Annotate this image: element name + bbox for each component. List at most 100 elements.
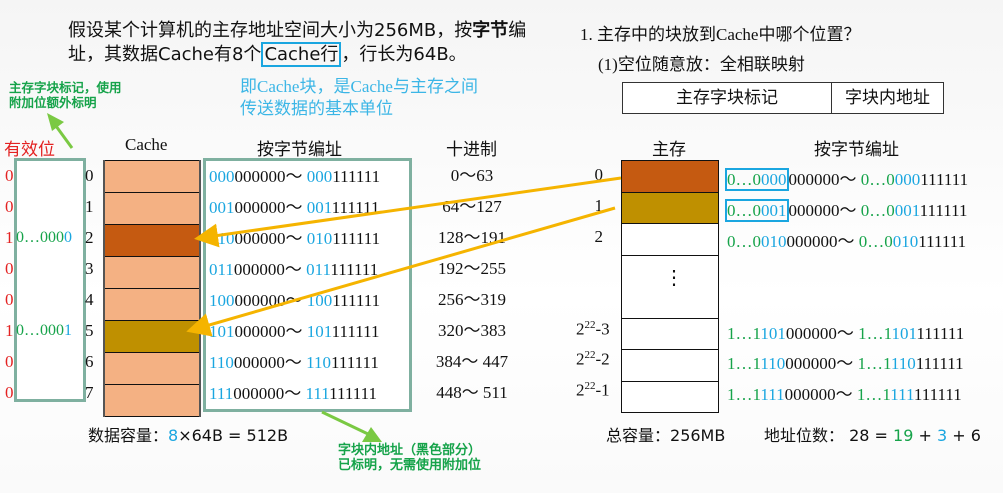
addr-offset-bits: 111111 [332, 291, 381, 310]
tag-bits: 0…0 [727, 232, 761, 251]
tag-bits: 1…1 [857, 354, 892, 373]
memory-block-index: 1 [594, 196, 604, 215]
addr-index-bits: 100 [306, 291, 333, 310]
cache-capacity: 数据容量：8×64B = 512B [88, 422, 288, 446]
cache-tag: 0…0001 [16, 315, 72, 346]
offset-bits: 000000 [788, 201, 840, 220]
index-base: 2 [576, 349, 585, 369]
tilde: ～ [285, 198, 307, 217]
tilde: ～ [285, 229, 307, 248]
offset-bits: 111111 [920, 170, 969, 189]
valid-bit: 0 [5, 166, 14, 185]
format-field-tag: 主存字块标记 [623, 83, 832, 113]
cache-row-index: 2 [85, 228, 94, 247]
tag-blue-part: 0 [64, 229, 72, 246]
index-bits: 000 [894, 170, 921, 189]
tag-bits: 0…0 [860, 201, 895, 220]
cache-address-row: 010000000～ 010111111 [206, 223, 409, 254]
addr-offset-bits: 111111 [331, 322, 380, 341]
addr-index-bits: 100 [209, 291, 235, 310]
addr-offset-bits: 111111 [331, 198, 380, 217]
index-suffix: -1 [595, 380, 610, 400]
index-bits: 111 [890, 385, 915, 404]
cache-meta-row: 0 3 [0, 253, 100, 284]
tilde: ～ [285, 322, 307, 341]
addr-offset-bits: 000000 [234, 167, 286, 186]
tilde: ～ [835, 385, 857, 404]
valid-bit: 1 [5, 228, 14, 247]
memory-address-row: 1…1101000000～ 1…1101111111 [727, 319, 964, 344]
capacity-rest: ×64B = 512B [178, 426, 289, 445]
total-value: 256MB [670, 426, 726, 445]
tag-box [14, 158, 86, 402]
valid-bit: 0 [5, 352, 14, 371]
index-bits: 001 [761, 201, 787, 220]
problem-text: 编 [508, 20, 527, 41]
addr-index-bits: 101 [306, 322, 332, 341]
problem-bold-text: 字节 [472, 20, 509, 41]
tilde: ～ [284, 384, 306, 403]
memory-title: 主存 [652, 140, 686, 159]
offset-bits: 111111 [914, 385, 962, 404]
cache-row-index: 0 [85, 166, 94, 185]
addr-offset-bits: 000000 [233, 260, 285, 279]
index-bits: 101 [891, 324, 917, 343]
memory-block [622, 318, 718, 350]
capacity-lines: 8 [168, 426, 179, 445]
cache-block-filled-0 [105, 225, 199, 257]
index-bits: 010 [892, 232, 919, 251]
cache-line-note: 即Cache块，是Cache与主存之间 传送数据的基本单位 [240, 76, 478, 120]
cache-block-filled-1 [105, 321, 199, 353]
tag-green-part: 0…000 [16, 229, 64, 246]
valid-bit: 1 [5, 321, 14, 340]
addr-index-bits: 001 [209, 198, 235, 217]
valid-tag-index-column: 0 0 0 1 1 0…0000 2 0 3 0 4 1 0…0001 5 0 … [0, 160, 100, 408]
index-exponent: 22 [584, 380, 596, 392]
addr-offset-bits: 111111 [329, 384, 377, 403]
cache-address-row: 110000000～ 110111111 [206, 347, 409, 378]
addr-offset-bits: 000000 [234, 229, 286, 248]
valid-bit: 0 [5, 383, 14, 402]
index-bits: 111 [760, 385, 785, 404]
memory-block-column: ⋮ [621, 160, 719, 413]
tag-bits: 1…1 [727, 354, 761, 373]
decimal-range: 64～127 [442, 197, 502, 216]
cache-address-row: 101000000～ 101111111 [206, 316, 409, 347]
cache-block [105, 385, 199, 417]
memory-block-2 [622, 224, 718, 256]
plus: + [913, 426, 937, 445]
cache-address-row: 001000000～ 001111111 [206, 192, 409, 223]
addr-offset-bits: 111111 [332, 167, 381, 186]
tag-note-line: 主存字块标记，使用 [9, 80, 122, 95]
addr-index-bits: 011 [306, 260, 331, 279]
cache-block [105, 257, 199, 289]
memory-address-row: 0…0001 000000～ 0…0001111111 [725, 196, 968, 222]
decimal-range: 256～319 [438, 290, 506, 309]
cache-row-index: 3 [85, 259, 94, 278]
offset-bits: 111111 [919, 201, 968, 220]
index-exponent: 22 [584, 319, 596, 331]
cache-address-row: 111000000～ 111111111 [206, 378, 409, 409]
decimal-range: 320～383 [438, 321, 506, 340]
green-arrow-down-icon [321, 410, 382, 442]
addr-offset-bits: 000000 [234, 291, 286, 310]
cache-block [105, 160, 199, 193]
bits-rest: + 6 [947, 426, 981, 445]
index-bits: 000 [761, 170, 787, 189]
tag-bits: 0…0 [860, 170, 895, 189]
valid-bit-label: 有效位 [4, 140, 55, 159]
cache-row-index: 4 [85, 290, 94, 309]
memory-block [622, 350, 718, 382]
offset-bits: 000000 [785, 354, 837, 373]
cache-address-row: 000000000～ 000111111 [206, 161, 409, 192]
cache-meta-row: 0 4 [0, 284, 100, 315]
valid-bit: 0 [5, 197, 14, 216]
cache-block [105, 193, 199, 225]
tag-blue-part: 1 [64, 322, 72, 339]
offset-bits: 111111 [916, 324, 965, 343]
index-suffix: -3 [595, 319, 610, 339]
addr-index-bits: 111 [209, 384, 234, 403]
tag-bits: 1…1 [856, 385, 891, 404]
offset-note-line: 字块内地址（黑色部分） [338, 443, 482, 458]
addr-offset-bits: 000000 [234, 198, 286, 217]
